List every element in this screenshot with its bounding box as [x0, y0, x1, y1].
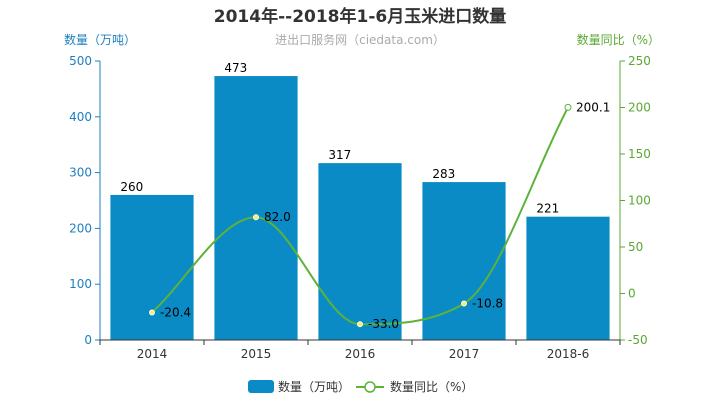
- bar-value-label: 221: [536, 202, 559, 216]
- legend-item-line[interactable]: 数量同比（%）: [356, 379, 473, 394]
- line-point[interactable]: [149, 309, 155, 316]
- bar[interactable]: [214, 76, 298, 340]
- legend-line-label: 数量同比（%）: [390, 379, 473, 394]
- line-point[interactable]: [564, 103, 572, 111]
- line-value-label: -10.8: [472, 297, 503, 311]
- y-left-tick-label: 400: [69, 110, 92, 124]
- y-right-tick-label: 250: [628, 54, 651, 68]
- line-point[interactable]: [253, 214, 259, 221]
- x-ticks: 2014 2015 2016 2017 2018-6: [99, 340, 621, 361]
- y-left-tick-label: 300: [69, 166, 92, 180]
- y-right-ticks: -50 0 50 100 150 200 250: [620, 54, 651, 347]
- y-right-tick-label: 50: [628, 240, 643, 254]
- y-right-tick-label: 0: [628, 287, 636, 301]
- legend[interactable]: 数量（万吨） 数量同比（%）: [248, 379, 473, 394]
- line-point[interactable]: [357, 321, 363, 328]
- bar-value-label: 260: [120, 180, 143, 194]
- x-tick-label: 2014: [137, 347, 168, 361]
- bar-value-labels: 260 473 317 283 221: [120, 61, 559, 216]
- legend-item-bar[interactable]: 数量（万吨）: [248, 379, 350, 394]
- y-left-tick-label: 0: [84, 333, 92, 347]
- line-point[interactable]: [461, 300, 467, 307]
- bar[interactable]: [110, 194, 194, 340]
- y-right-tick-label: 200: [628, 101, 651, 115]
- y-right-tick-label: 150: [628, 147, 651, 161]
- y-left-axis-label: 数量（万吨）: [64, 32, 136, 47]
- legend-bar-swatch: [248, 380, 274, 393]
- bar-value-label: 283: [432, 167, 455, 181]
- x-tick-label: 2017: [449, 347, 480, 361]
- line-value-label: -33.0: [368, 317, 399, 331]
- line-value-label: 200.1: [576, 100, 610, 114]
- y-right-tick-label: 100: [628, 194, 651, 208]
- line-value-label: -20.4: [160, 305, 191, 319]
- x-tick-label: 2016: [345, 347, 376, 361]
- line-series: [149, 103, 572, 328]
- y-right-tick-label: -50: [628, 333, 648, 347]
- y-left-tick-label: 200: [69, 221, 92, 235]
- legend-line-marker: [364, 381, 376, 393]
- x-tick-label: 2015: [241, 347, 272, 361]
- axes: [99, 61, 621, 341]
- line-value-labels: -20.4 82.0 -33.0 -10.8 200.1: [160, 100, 610, 331]
- legend-bar-label: 数量（万吨）: [278, 379, 350, 394]
- line-value-label: 82.0: [264, 210, 291, 224]
- x-tick-label: 2018-6: [547, 347, 590, 361]
- bar[interactable]: [526, 216, 610, 340]
- bar[interactable]: [318, 163, 402, 340]
- y-left-tick-label: 100: [69, 277, 92, 291]
- bar-series: [110, 76, 610, 340]
- y-right-axis-label: 数量同比（%）: [577, 32, 660, 47]
- chart-title: 2014年--2018年1-6月玉米进口数量: [214, 6, 506, 27]
- bar-value-label: 317: [328, 148, 351, 162]
- bar[interactable]: [422, 182, 506, 340]
- y-left-ticks: 0 100 200 300 400 500: [69, 54, 100, 347]
- chart-subtitle: 进出口服务网（ciedata.com）: [275, 32, 445, 47]
- bar-value-label: 473: [224, 61, 247, 75]
- y-left-tick-label: 500: [69, 54, 92, 68]
